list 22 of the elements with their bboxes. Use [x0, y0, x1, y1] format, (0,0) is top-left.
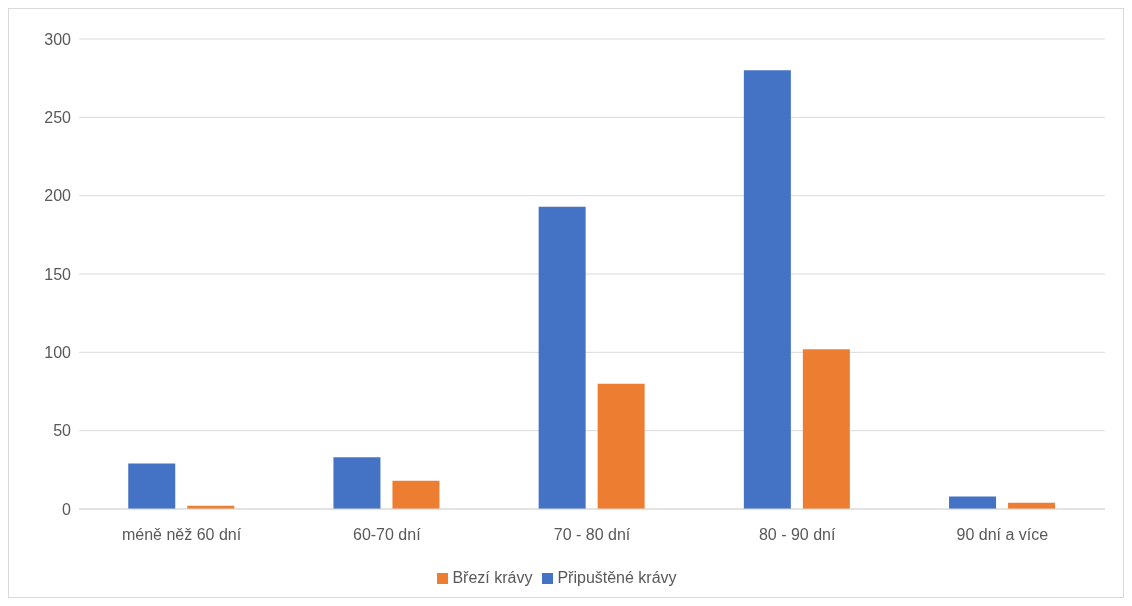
legend-label: Březí krávy: [452, 569, 533, 586]
y-tick-label: 0: [62, 500, 72, 518]
y-tick-label: 150: [44, 265, 72, 283]
x-tick-label: 90 dní a více: [956, 526, 1049, 544]
bar: [128, 463, 176, 509]
y-tick-label: 300: [44, 30, 72, 48]
x-tick-label: méně něž 60 dní: [122, 526, 242, 544]
y-tick-label: 250: [44, 109, 72, 127]
y-tick-label: 200: [44, 187, 72, 205]
y-tick-label: 50: [53, 422, 72, 440]
legend-label: Připuštěné krávy: [557, 569, 677, 586]
x-tick-label: 70 - 80 dní: [553, 526, 631, 544]
bar: [802, 349, 850, 509]
bar: [392, 480, 440, 509]
y-tick-label: 100: [44, 344, 72, 362]
bar: [949, 496, 997, 509]
x-tick-label: 80 - 90 dní: [758, 526, 836, 544]
bar: [333, 457, 381, 509]
bar: [538, 206, 586, 509]
x-tick-label: 60-70 dní: [353, 526, 422, 544]
bar: [597, 383, 645, 509]
bar: [743, 70, 791, 509]
